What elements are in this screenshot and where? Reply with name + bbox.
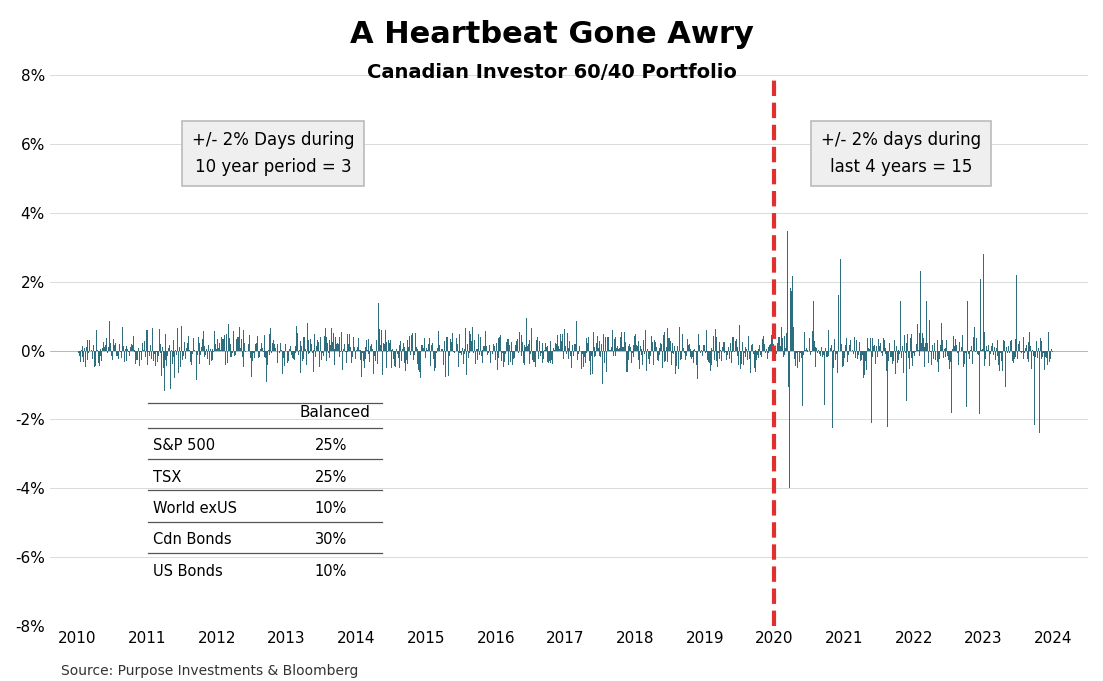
Text: A Heartbeat Gone Awry: A Heartbeat Gone Awry [350, 20, 753, 50]
Text: 10%: 10% [314, 564, 346, 579]
Text: 25%: 25% [314, 439, 346, 454]
Text: TSX: TSX [152, 470, 181, 485]
Text: 25%: 25% [314, 470, 346, 485]
Text: Source: Purpose Investments & Bloomberg: Source: Purpose Investments & Bloomberg [61, 663, 358, 678]
Text: +/- 2% days during
last 4 years = 15: +/- 2% days during last 4 years = 15 [821, 131, 982, 176]
Text: US Bonds: US Bonds [152, 564, 223, 579]
Text: S&P 500: S&P 500 [152, 439, 215, 454]
Text: 30%: 30% [314, 533, 346, 548]
Text: +/- 2% Days during
10 year period = 3: +/- 2% Days during 10 year period = 3 [192, 131, 354, 176]
Text: World exUS: World exUS [152, 501, 236, 516]
Text: Cdn Bonds: Cdn Bonds [152, 533, 232, 548]
Text: 10%: 10% [314, 501, 346, 516]
Text: Balanced: Balanced [300, 405, 371, 420]
Text: Canadian Investor 60/40 Portfolio: Canadian Investor 60/40 Portfolio [366, 63, 737, 82]
